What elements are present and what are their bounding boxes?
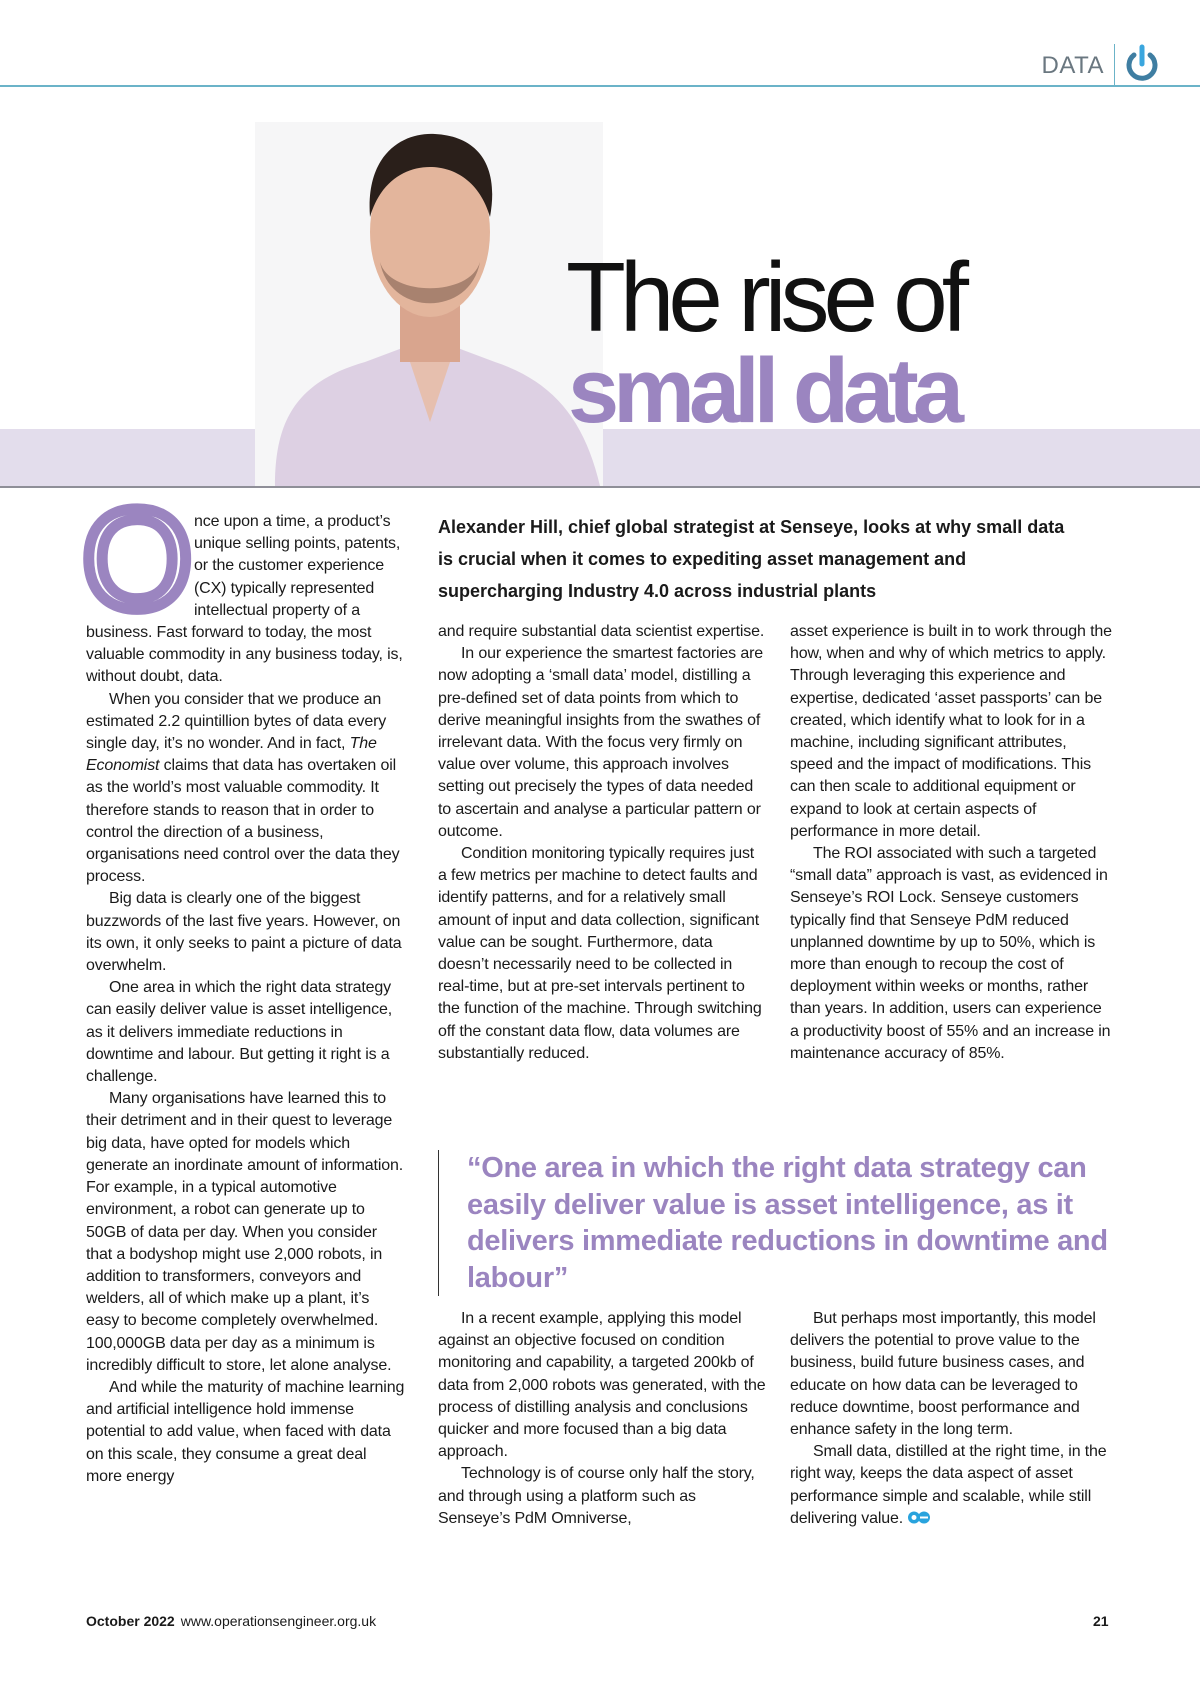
paragraph: nce upon a time, a product’s unique sell…	[86, 513, 403, 686]
paragraph: One area in which the right data strateg…	[86, 979, 393, 1086]
text: Small data, distilled at the right time,…	[790, 1443, 1107, 1527]
paragraph: Big data is clearly one of the biggest b…	[86, 890, 402, 975]
paragraph: and require substantial data scientist e…	[438, 623, 765, 640]
paragraph: Many organisations have learned this to …	[86, 1090, 404, 1374]
text: claims that data has overtaken oil as th…	[86, 757, 400, 886]
column-2-lower: In a recent example, applying this model…	[438, 1308, 766, 1530]
header-divider	[1114, 44, 1115, 86]
power-icon	[1126, 44, 1158, 81]
paragraph: In our experience the smartest factories…	[438, 645, 763, 840]
paragraph: But perhaps most importantly, this model…	[790, 1310, 1096, 1439]
header-rule	[0, 85, 1200, 87]
paragraph: Technology is of course only half the st…	[438, 1465, 755, 1527]
website-link[interactable]: www.operationsengineer.org.uk	[180, 1613, 377, 1629]
column-3-lower: But perhaps most importantly, this model…	[790, 1308, 1112, 1530]
band-rule	[0, 486, 1200, 488]
section-label: DATA	[1041, 52, 1104, 79]
column-1: O nce upon a time, a product’s unique se…	[77, 483, 406, 1488]
drop-cap: O	[77, 480, 198, 639]
pull-quote: “One area in which the right data strate…	[438, 1150, 1117, 1296]
paragraph: asset experience is built in to work thr…	[790, 623, 1112, 840]
standfirst: Alexander Hill, chief global strategist …	[438, 517, 1065, 601]
text: When you consider that we produce an est…	[86, 690, 387, 753]
column-3: asset experience is built in to work thr…	[790, 621, 1112, 1065]
column-2: and require substantial data scientist e…	[438, 621, 766, 1065]
footer: October 2022 www.operationsengineer.org.u…	[86, 1613, 376, 1629]
issue-date: October 2022	[86, 1613, 175, 1629]
oe-end-mark-icon	[908, 1511, 931, 1524]
headline-line-1: The rise of	[566, 242, 969, 352]
paragraph: In a recent example, applying this model…	[438, 1310, 766, 1461]
paragraph: The ROI associated with such a targeted …	[790, 845, 1111, 1062]
headline-line-2: small data	[568, 340, 964, 442]
paragraph: Condition monitoring typically requires …	[438, 845, 762, 1062]
page-number: 21	[1093, 1613, 1109, 1629]
author-photo	[255, 122, 603, 486]
paragraph: And while the maturity of machine learni…	[86, 1378, 405, 1485]
publication-name: The Economist	[86, 735, 377, 775]
paragraph: Small data, distilled at the right time,…	[790, 1441, 1112, 1530]
paragraph: When you consider that we produce an est…	[86, 689, 406, 889]
